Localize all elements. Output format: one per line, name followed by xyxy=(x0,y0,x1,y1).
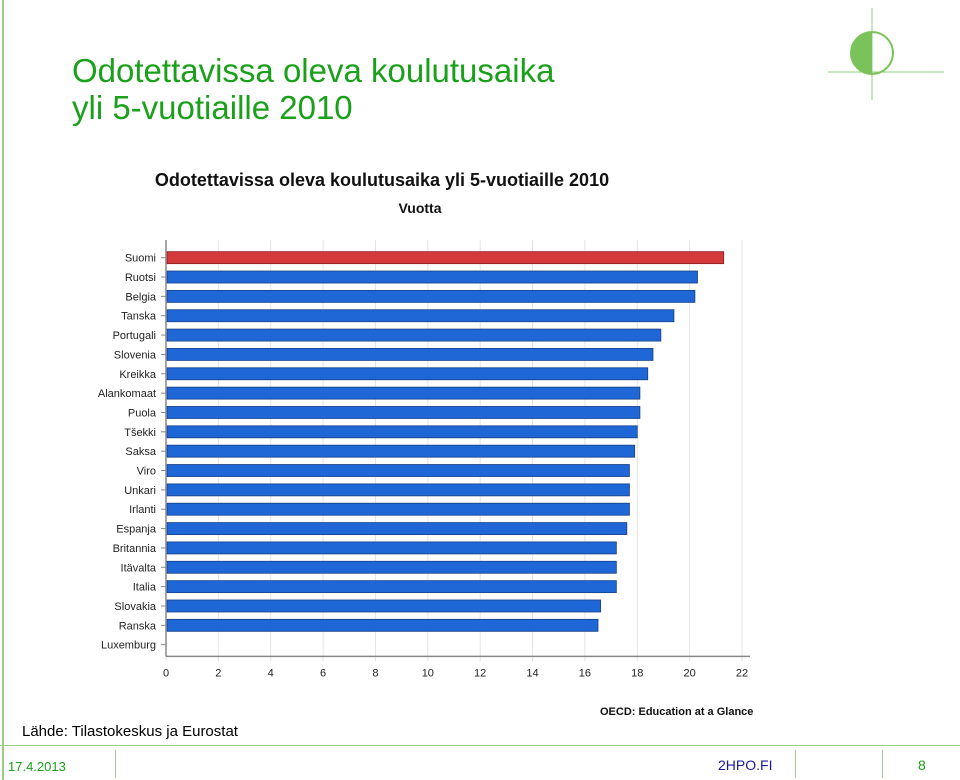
category-label: Irlanti xyxy=(129,504,156,516)
category-label: Saksa xyxy=(125,446,156,458)
chart-source-note: OECD: Education at a Glance xyxy=(600,706,753,718)
x-tick-label: 12 xyxy=(474,667,486,679)
bar xyxy=(166,367,649,381)
category-label: Slovenia xyxy=(114,349,157,361)
category-label: Luxemburg xyxy=(101,640,156,652)
category-label: Puola xyxy=(128,407,157,419)
hpo-logo-icon xyxy=(828,8,944,100)
bar xyxy=(166,328,662,342)
bar xyxy=(166,580,617,594)
x-axis-ticks: 0 2 4 6 8 10 12 14 16 18 20 22 xyxy=(163,667,748,679)
left-accent-rule xyxy=(2,0,4,780)
x-tick-label: 16 xyxy=(579,667,591,679)
category-label: Ruotsi xyxy=(125,272,156,284)
category-label: Britannia xyxy=(113,543,157,555)
category-label: Viro xyxy=(137,466,156,478)
x-tick-label: 2 xyxy=(215,667,221,679)
category-label: Tanska xyxy=(121,311,157,323)
bar xyxy=(166,406,641,419)
bar xyxy=(166,483,630,497)
bar-series xyxy=(166,251,725,632)
category-label: Alankomaat xyxy=(98,388,156,400)
bar xyxy=(166,541,617,555)
bar xyxy=(166,464,630,477)
bar xyxy=(166,618,599,632)
chart-subtitle: Vuotta xyxy=(398,200,441,216)
x-tick-label: 8 xyxy=(372,667,378,679)
category-label: Italia xyxy=(133,582,157,594)
x-tick-label: 22 xyxy=(736,667,748,679)
category-label: Itävalta xyxy=(121,562,157,574)
bar xyxy=(166,251,725,265)
chart-title: Odotettavissa oleva koulutusaika yli 5-v… xyxy=(155,170,609,190)
slide-title-line-2: yli 5-vuotiaille 2010 xyxy=(72,89,353,126)
footer-separator xyxy=(115,750,116,778)
category-label: Tšekki xyxy=(124,427,156,439)
x-tick-label: 6 xyxy=(320,667,326,679)
category-label: Portugali xyxy=(113,330,156,342)
bar xyxy=(166,599,602,613)
bar xyxy=(166,386,641,400)
footer-separator xyxy=(882,750,883,778)
bar xyxy=(166,270,698,284)
source-text: Lähde: Tilastokeskus ja Eurostat xyxy=(22,723,238,740)
slide-title: Odotettavissa oleva koulutusaika yli 5-v… xyxy=(72,52,554,126)
category-label: Suomi xyxy=(125,253,156,265)
category-label: Kreikka xyxy=(119,369,157,381)
bar xyxy=(166,444,636,458)
category-label: Ranska xyxy=(119,620,157,632)
footer-date: 17.4.2013 xyxy=(8,759,66,774)
footer-site-link[interactable]: 2HPO.FI xyxy=(718,757,773,773)
bar xyxy=(166,425,638,439)
x-tick-label: 10 xyxy=(422,667,434,679)
bar xyxy=(166,289,696,303)
footer-separator xyxy=(795,750,796,778)
slide-title-line-1: Odotettavissa oleva koulutusaika xyxy=(72,52,555,89)
bar xyxy=(166,502,630,516)
bar xyxy=(166,348,654,361)
category-label: Slovakia xyxy=(114,601,156,613)
page-number: 8 xyxy=(918,757,926,773)
x-tick-label: 18 xyxy=(631,667,643,679)
x-tick-label: 14 xyxy=(526,667,538,679)
x-tick-label: 20 xyxy=(684,667,696,679)
footer-rule xyxy=(0,745,960,746)
bar xyxy=(166,560,617,574)
bar xyxy=(166,522,628,535)
category-labels: Suomi Ruotsi Belgia Tanska Portugali Slovenia… xyxy=(98,253,166,652)
x-tick-label: 4 xyxy=(268,667,274,679)
category-label: Belgia xyxy=(125,291,156,303)
bar xyxy=(166,309,675,323)
x-tick-label: 0 xyxy=(163,667,169,679)
bar-chart: Odotettavissa oleva koulutusaika yli 5-v… xyxy=(98,170,754,718)
category-label: Unkari xyxy=(124,485,156,497)
category-label: Espanja xyxy=(116,524,157,536)
